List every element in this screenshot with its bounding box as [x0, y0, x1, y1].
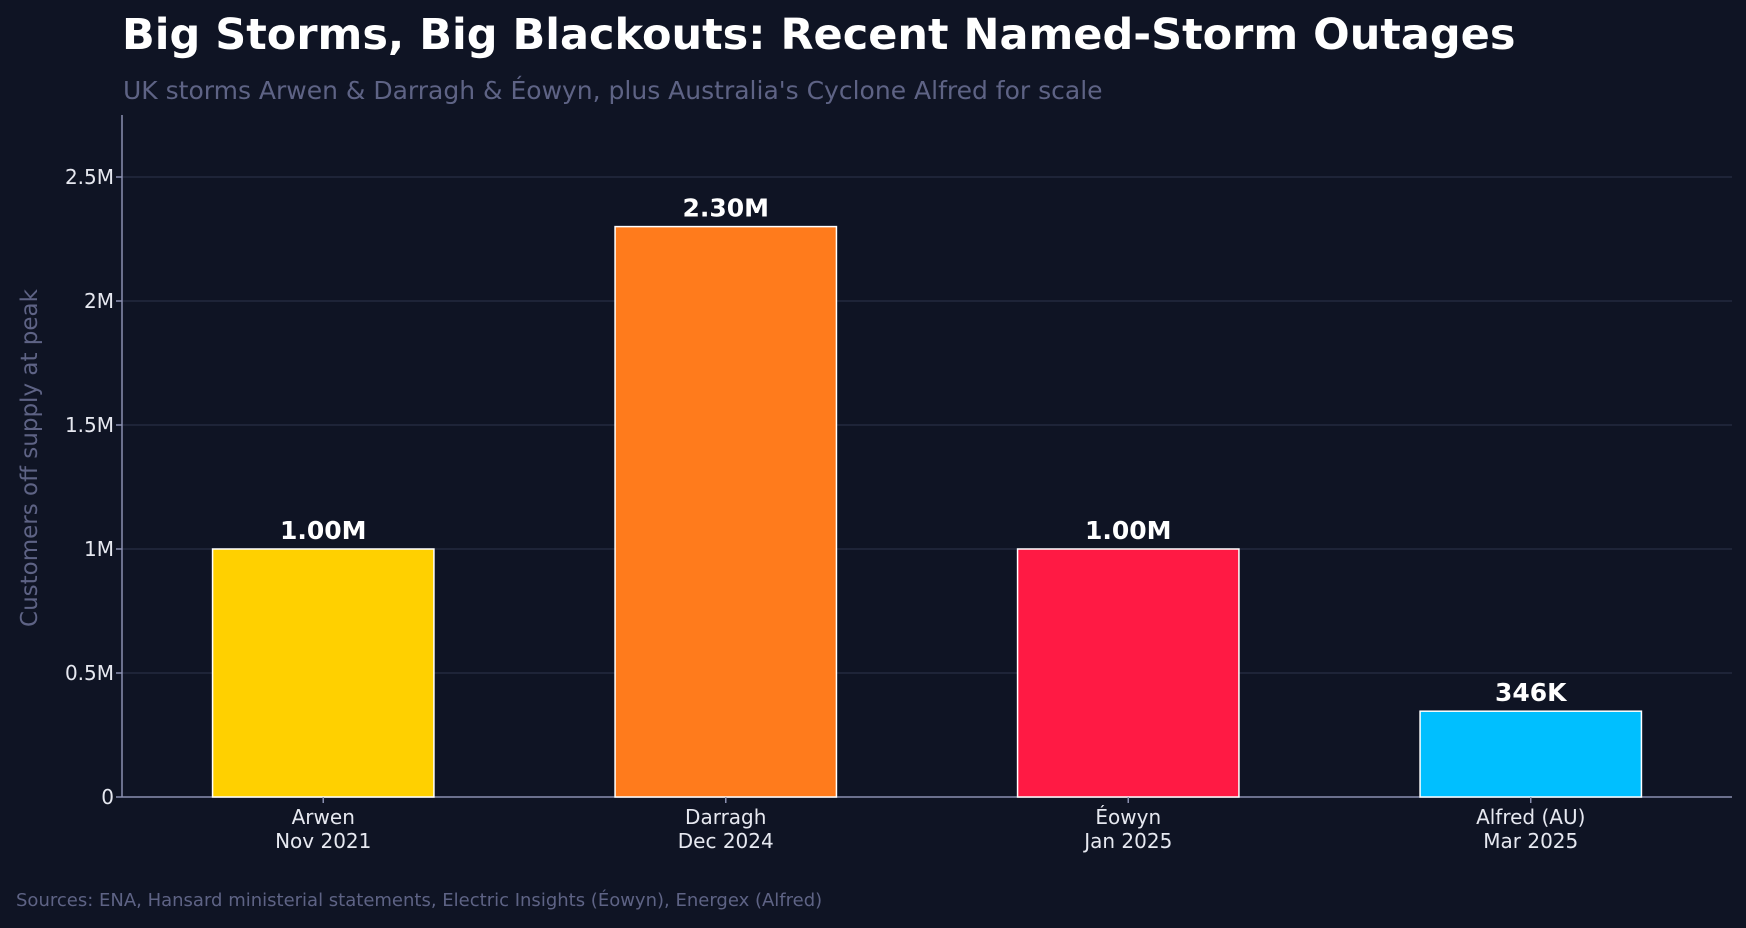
- y-tick-label: 1M: [84, 537, 114, 561]
- x-tick-label: Arwen: [292, 805, 355, 829]
- x-tick-label: Dec 2024: [678, 829, 774, 853]
- source-note: Sources: ENA, Hansard ministerial statem…: [16, 890, 823, 911]
- bar: [1419, 710, 1643, 798]
- bar: [1016, 548, 1240, 798]
- y-tick-label: 1.5M: [65, 413, 114, 437]
- x-tick-label: Darragh: [685, 805, 766, 829]
- bar-value-label: 1.00M: [280, 516, 367, 545]
- x-tick-label: Jan 2025: [1082, 829, 1172, 853]
- bar: [614, 225, 838, 798]
- x-tick-label: Alfred (AU): [1476, 805, 1585, 829]
- bar: [211, 548, 435, 798]
- x-tick-label: Mar 2025: [1483, 829, 1578, 853]
- chart-subtitle: UK storms Arwen & Darragh & Éowyn, plus …: [123, 76, 1103, 105]
- y-tick-label: 2.5M: [65, 165, 114, 189]
- bar-value-label: 2.30M: [682, 194, 769, 223]
- chart-title: Big Storms, Big Blackouts: Recent Named-…: [122, 10, 1516, 60]
- x-tick-label: Nov 2021: [275, 829, 371, 853]
- bar-value-label: 346K: [1495, 678, 1568, 707]
- y-tick-label: 0.5M: [65, 661, 114, 685]
- y-tick-label: 0: [101, 785, 114, 809]
- bar-value-label: 1.00M: [1085, 516, 1172, 545]
- x-tick-label: Éowyn: [1095, 805, 1161, 829]
- y-tick-label: 2M: [84, 289, 114, 313]
